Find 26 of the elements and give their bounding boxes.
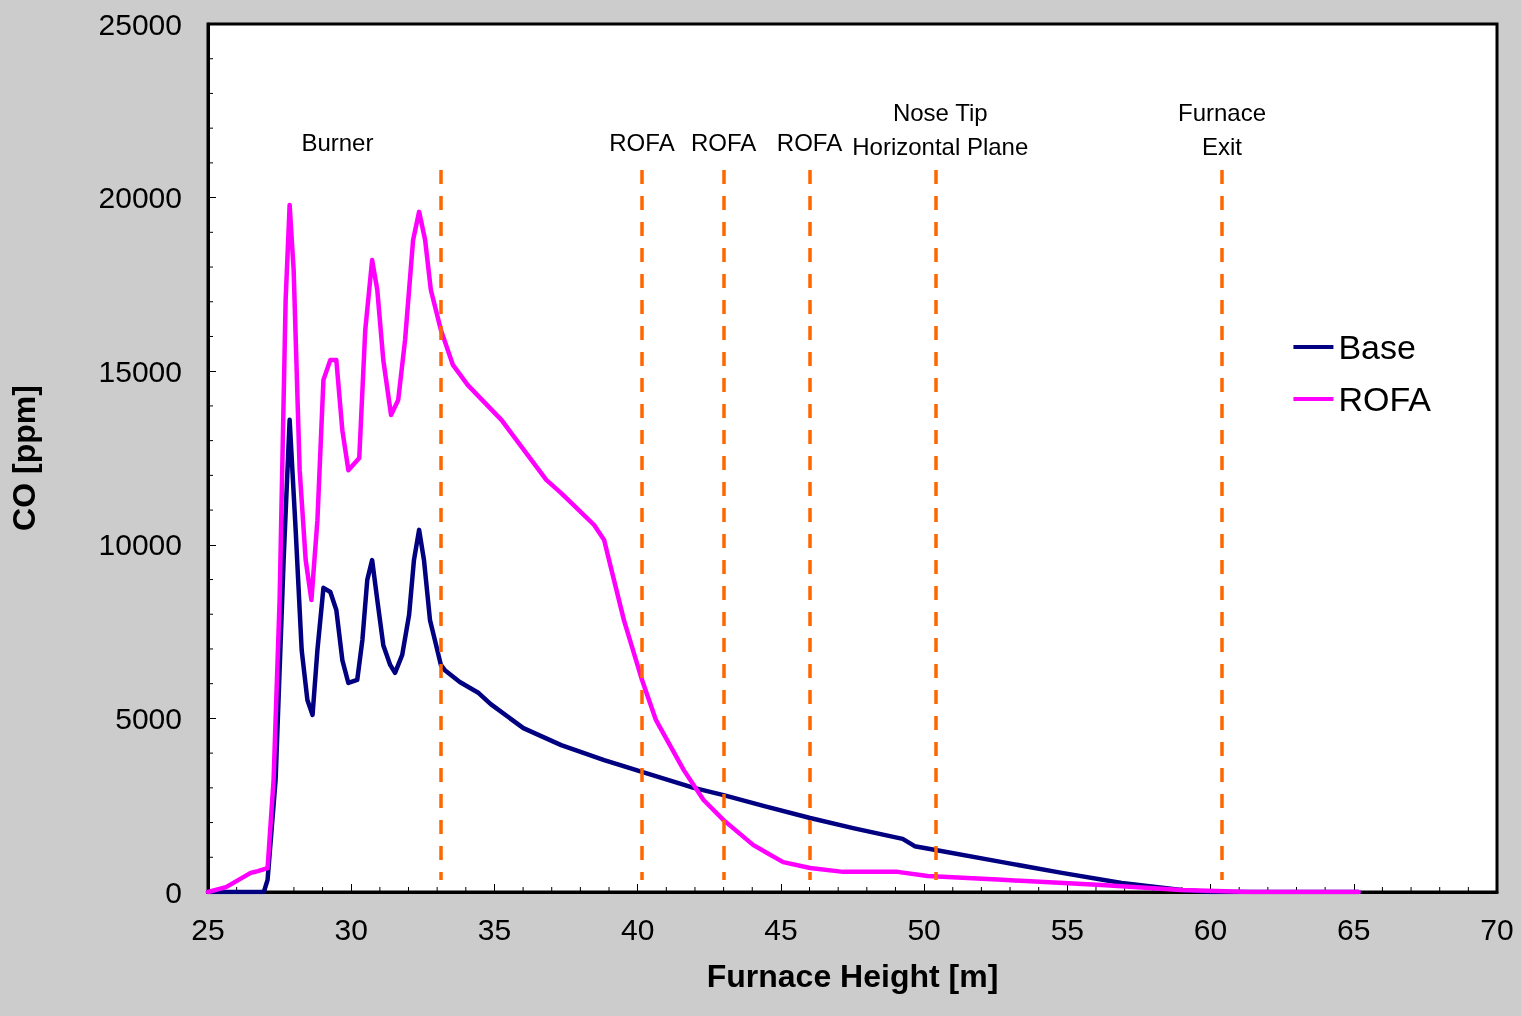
- y-tick-label: 25000: [98, 7, 182, 41]
- y-tick-label: 10000: [98, 528, 182, 562]
- x-tick-label: 65: [1337, 912, 1371, 946]
- ref-line-label: ROFA: [690, 128, 757, 156]
- x-axis-title: Furnace Height [m]: [706, 958, 999, 994]
- ref-line-label: Nose Tip Horizontal Plane: [852, 98, 1029, 160]
- y-tick-label: 0: [165, 875, 182, 909]
- legend-label: Base: [1338, 328, 1416, 366]
- x-tick-label: 35: [477, 912, 512, 946]
- y-tick-label: 5000: [115, 701, 182, 735]
- x-tick-label: 25: [191, 912, 225, 946]
- x-tick-label: 50: [907, 912, 941, 946]
- y-tick-label: 20000: [98, 181, 182, 215]
- x-tick-label: 45: [764, 912, 798, 946]
- x-tick-label: 55: [1050, 912, 1085, 946]
- x-tick-label: 60: [1193, 912, 1228, 946]
- x-tick-label: 70: [1480, 912, 1514, 946]
- ref-line-label: ROFA: [609, 128, 675, 156]
- ref-line-label: ROFA: [776, 128, 843, 156]
- x-tick-label: 40: [620, 912, 655, 946]
- x-tick-label: 30: [334, 912, 368, 946]
- legend-label: ROFA: [1338, 380, 1432, 418]
- annotation: Burner: [301, 128, 374, 156]
- ref-line-label: Furnace Exit: [1177, 98, 1267, 160]
- y-axis-title: CO [ppm]: [6, 385, 42, 531]
- y-tick-label: 15000: [98, 354, 182, 388]
